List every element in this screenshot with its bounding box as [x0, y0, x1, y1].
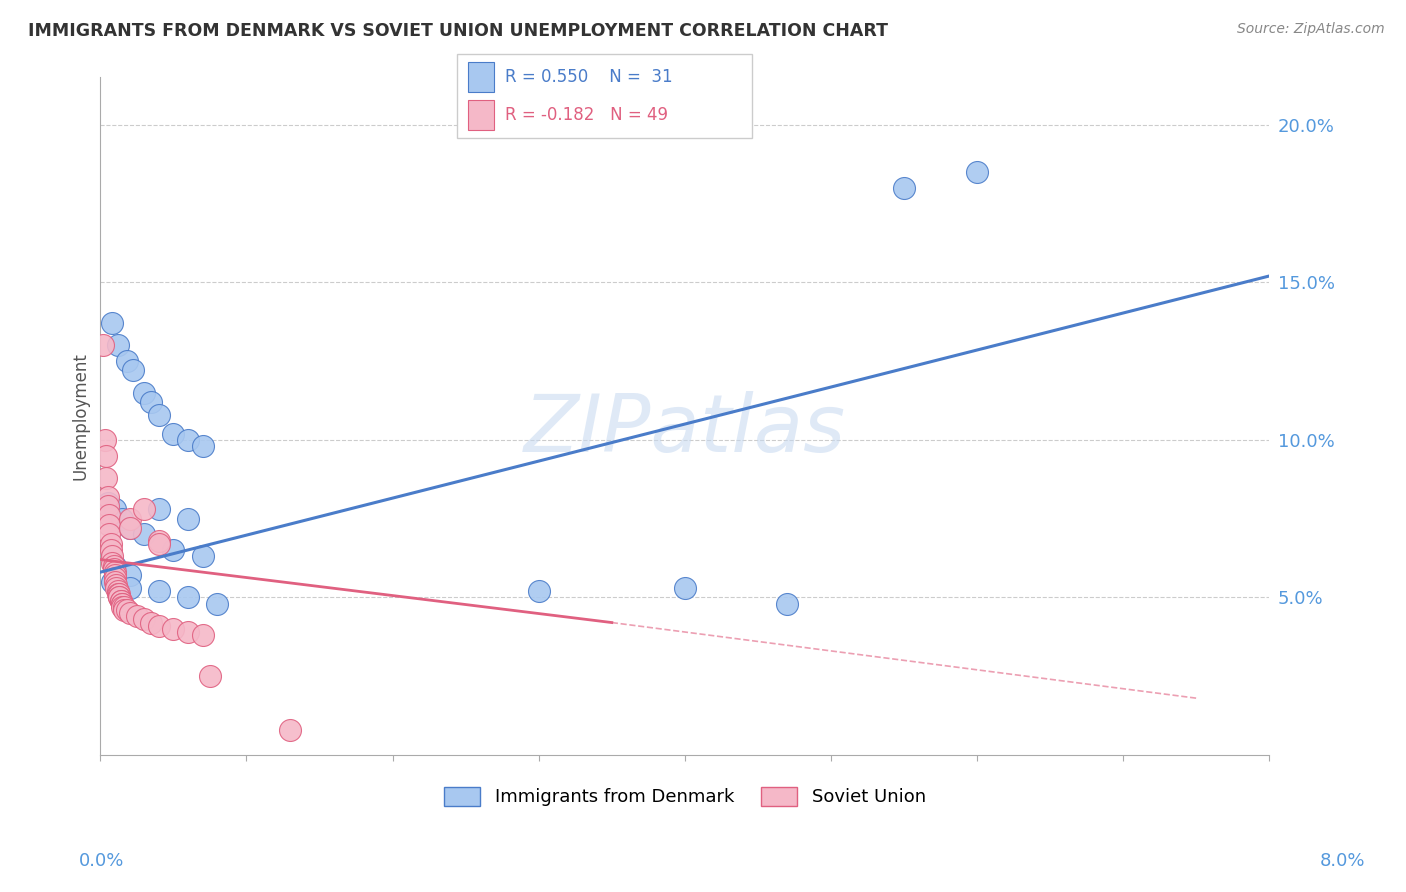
Point — [148, 533, 170, 548]
Text: Source: ZipAtlas.com: Source: ZipAtlas.com — [1237, 22, 1385, 37]
Point — [141, 615, 163, 630]
Point — [101, 316, 124, 330]
Point — [191, 439, 214, 453]
Point — [148, 502, 170, 516]
Point — [112, 599, 135, 614]
Point — [110, 593, 132, 607]
Point — [96, 470, 118, 484]
Point — [103, 558, 125, 573]
Point — [107, 338, 129, 352]
Point — [110, 593, 132, 607]
Point — [134, 502, 156, 516]
Point — [141, 395, 163, 409]
Point — [101, 556, 124, 570]
Point — [207, 597, 229, 611]
Point — [100, 543, 122, 558]
Text: IMMIGRANTS FROM DENMARK VS SOVIET UNION UNEMPLOYMENT CORRELATION CHART: IMMIGRANTS FROM DENMARK VS SOVIET UNION … — [28, 22, 889, 40]
Point — [105, 578, 128, 592]
Point — [104, 558, 127, 573]
Point — [148, 584, 170, 599]
Point — [177, 591, 200, 605]
Point — [104, 568, 127, 582]
Point — [118, 606, 141, 620]
Point — [111, 597, 134, 611]
Point — [93, 433, 115, 447]
Point — [191, 549, 214, 564]
Point — [162, 426, 184, 441]
Point — [107, 587, 129, 601]
Point — [162, 622, 184, 636]
Point — [103, 562, 125, 576]
Point — [111, 597, 134, 611]
Point — [112, 603, 135, 617]
Point — [98, 508, 121, 523]
Y-axis label: Unemployment: Unemployment — [72, 352, 89, 480]
Point — [101, 574, 124, 589]
Point — [108, 591, 131, 605]
Text: R = -0.182   N = 49: R = -0.182 N = 49 — [505, 106, 668, 124]
Point — [91, 338, 114, 352]
Point — [177, 511, 200, 525]
Point — [115, 354, 138, 368]
Point — [118, 581, 141, 595]
Point — [118, 521, 141, 535]
Legend: Immigrants from Denmark, Soviet Union: Immigrants from Denmark, Soviet Union — [437, 780, 934, 814]
Point — [111, 599, 134, 614]
Text: 8.0%: 8.0% — [1320, 852, 1365, 870]
Point — [162, 543, 184, 558]
Text: ZIPatlas: ZIPatlas — [524, 391, 846, 468]
Point — [104, 502, 127, 516]
Point — [111, 511, 134, 525]
Point — [673, 581, 696, 595]
Point — [177, 433, 200, 447]
Point — [966, 165, 988, 179]
Text: 0.0%: 0.0% — [79, 852, 124, 870]
Point — [98, 527, 121, 541]
Point — [96, 449, 118, 463]
Point — [776, 597, 799, 611]
Point — [97, 496, 120, 510]
Point — [148, 618, 170, 632]
Text: R = 0.550    N =  31: R = 0.550 N = 31 — [505, 68, 672, 86]
Point — [527, 584, 550, 599]
Point — [118, 521, 141, 535]
Point — [104, 565, 127, 579]
Point — [101, 549, 124, 564]
Point — [105, 581, 128, 595]
Point — [278, 723, 301, 737]
Point — [115, 603, 138, 617]
Point — [100, 537, 122, 551]
Point — [125, 609, 148, 624]
Point — [148, 537, 170, 551]
Point — [98, 517, 121, 532]
Point — [134, 385, 156, 400]
Point — [177, 625, 200, 640]
Point — [104, 574, 127, 589]
Point — [107, 584, 129, 599]
Point — [134, 527, 156, 541]
Point — [108, 591, 131, 605]
Point — [104, 571, 127, 585]
Point — [118, 511, 141, 525]
Point — [198, 669, 221, 683]
Point — [108, 587, 131, 601]
Point — [148, 408, 170, 422]
Point — [893, 180, 915, 194]
Point — [121, 363, 143, 377]
Point — [134, 612, 156, 626]
Point — [118, 568, 141, 582]
Point — [191, 628, 214, 642]
Point — [97, 499, 120, 513]
Point — [97, 490, 120, 504]
